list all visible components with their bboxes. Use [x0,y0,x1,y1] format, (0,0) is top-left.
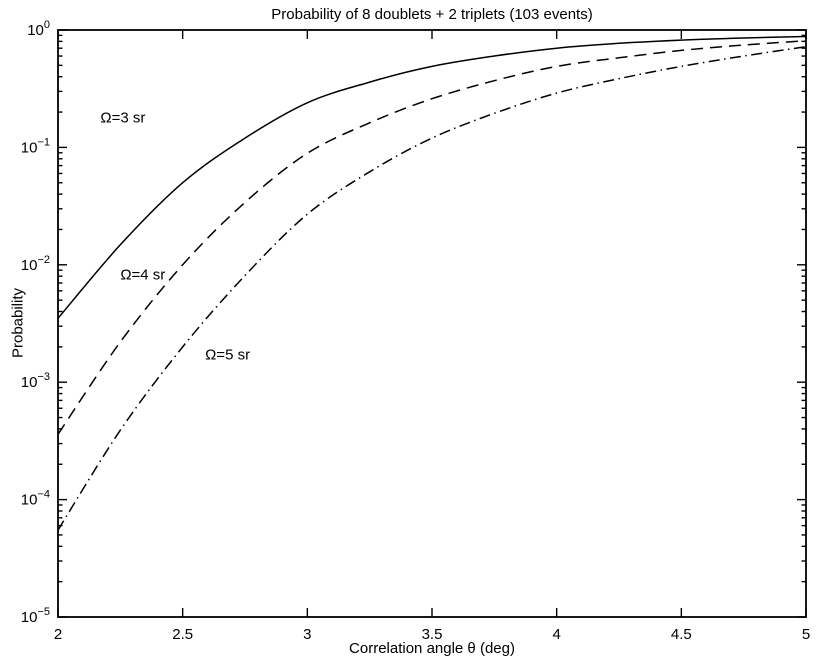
chart-title: Probability of 8 doublets + 2 triplets (… [271,6,593,23]
curve-omega-5-sr [57,45,807,531]
curve-label-omega-4: Ω=4 sr [120,266,166,284]
curve-label-omega-3: Ω=3 sr [100,109,146,127]
x-tick-label: 3 [303,626,311,643]
x-tick-label: 5 [802,626,810,643]
y-tick-label: 10−5 [21,606,50,626]
x-tick-label: 2.5 [172,626,193,643]
x-tick-label: 3.5 [422,626,443,643]
curve-label-omega-5: Ω=5 sr [205,346,251,364]
y-axis-label: Probability [9,287,27,359]
x-tick-label: 4 [552,626,560,643]
curve-omega-3-sr [57,35,807,319]
x-axis-label: Correlation angle θ (deg) [349,640,515,657]
y-tick-label: 10−1 [21,136,50,156]
x-tick-label: 2 [54,626,62,643]
y-tick-label: 10−4 [21,489,50,509]
plot-frame [57,29,807,618]
x-tick-label: 4.5 [671,626,692,643]
curve-omega-4-sr [57,39,807,435]
y-tick-label: 10−3 [21,371,50,391]
y-tick-label: 100 [27,19,50,39]
y-tick-label: 10−2 [21,254,50,274]
